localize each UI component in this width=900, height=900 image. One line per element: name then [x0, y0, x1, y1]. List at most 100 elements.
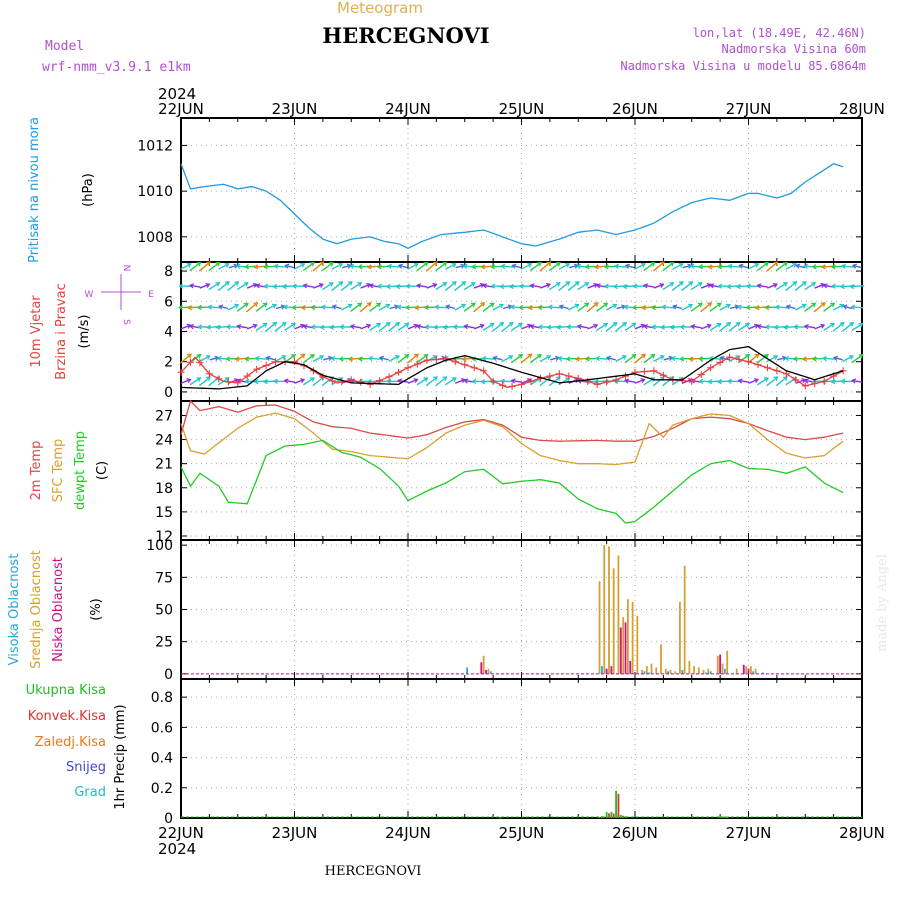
wind-arrow-head — [302, 323, 308, 330]
wind-arrow — [785, 263, 797, 270]
wind-arrow-head — [803, 263, 809, 269]
wind-arrow-head — [784, 355, 790, 362]
wind-arrow-head — [518, 354, 524, 359]
wind-arrow-head — [442, 376, 448, 381]
wind-arrow-head — [423, 377, 429, 382]
clouds-ytick-label: 25 — [155, 635, 173, 651]
wind-arrow-head — [189, 283, 195, 289]
wind-arrow — [850, 284, 865, 288]
wind-arrow — [663, 356, 673, 361]
wind-arrow — [511, 379, 522, 383]
pressure-ytick-label: 1010 — [137, 184, 173, 200]
wind-arrow-head — [640, 378, 646, 384]
wind-arrow — [558, 281, 570, 292]
wind-arrow — [709, 322, 722, 331]
wind-arrow — [350, 325, 362, 329]
wind-arrow-head — [508, 321, 514, 327]
wind-arrow-head — [774, 304, 780, 310]
wind-arrow-head — [566, 324, 571, 330]
wind-arrow-head — [830, 302, 836, 308]
wind-arrow-head — [480, 264, 486, 270]
wind-arrow — [823, 302, 835, 312]
wind-arrow-head — [698, 356, 704, 362]
wind-arrow-head — [764, 324, 770, 330]
wind-arrow-head — [716, 322, 722, 328]
wind-arrow-head — [262, 302, 268, 308]
wind-arrow — [236, 302, 249, 312]
wind-arrow-head — [405, 283, 411, 289]
wind-arrow — [728, 322, 741, 332]
wind-arrow — [255, 302, 268, 312]
time-axes: 22JUN 22JUN 23JUN 23JUN 24JUN 24JUN 25JUN 25JUN… — [158, 100, 885, 842]
wind-arrow-head — [499, 378, 505, 384]
wind-arrow — [455, 264, 465, 269]
wind-arrow — [852, 264, 862, 269]
wind-arrow — [625, 264, 635, 269]
wind-arrow — [302, 354, 315, 364]
wind-arrow-head — [839, 283, 845, 290]
wind-arrow — [275, 305, 285, 310]
wind-arrow-head — [849, 321, 855, 327]
wind-arrow — [672, 263, 683, 270]
wind-arrow-head — [338, 262, 344, 268]
wind-arrow-head — [725, 303, 731, 309]
wind-arrow-head — [640, 262, 646, 268]
clouds-bar — [749, 666, 752, 674]
clouds-bar — [489, 671, 492, 674]
wind-arrow-head — [423, 261, 429, 267]
wind-arrow-head — [641, 305, 647, 311]
wind-arrow — [662, 306, 674, 309]
temperature-ytick-label: 18 — [155, 481, 173, 497]
clouds-bar — [319, 673, 322, 675]
wind-arrow-head — [643, 283, 649, 289]
clouds-bar — [681, 669, 684, 674]
wind-arrow — [548, 306, 561, 309]
wind-arrow-head — [603, 283, 609, 289]
temperature-series-2-line — [180, 439, 844, 524]
wind-arrow-head — [318, 282, 324, 288]
wind-arrow — [720, 356, 730, 361]
wind-arrow-head — [830, 322, 836, 328]
wind-arrow — [407, 263, 419, 270]
clouds-ylabel-1: Srednja Oblacnost — [29, 550, 44, 669]
wind-arrow-head — [302, 283, 308, 289]
wind-arrow — [482, 302, 495, 312]
wind-arrow — [738, 379, 749, 383]
wind-arrow-head — [490, 264, 495, 270]
wind-arrow-head — [376, 283, 382, 289]
wind-arrow — [313, 283, 324, 289]
wind-arrow — [321, 306, 334, 309]
wind-arrow-head — [717, 264, 722, 270]
wind-arrow — [473, 302, 485, 313]
wind-arrow-head — [753, 378, 760, 384]
wind-arrow-head — [196, 354, 202, 359]
wind-arrow — [624, 322, 636, 331]
wind-arrow — [851, 322, 863, 331]
clouds-bar — [735, 668, 738, 674]
wind-arrow — [852, 379, 863, 383]
wind-arrow-head — [284, 263, 290, 269]
wind-arrow-head — [338, 281, 344, 286]
wind-arrow — [700, 324, 711, 330]
wind-arrow — [842, 265, 854, 268]
wind-arrow — [379, 356, 389, 361]
wind-arrow-head — [224, 377, 230, 382]
wind-arrow-head — [527, 305, 533, 311]
wind-arrow — [321, 261, 334, 272]
wind-arrow-head — [462, 263, 468, 269]
wind-arrow-head — [593, 282, 599, 288]
wind-arrow-head — [643, 323, 649, 330]
wind-arrow-head — [378, 355, 385, 361]
wind-arrow — [662, 282, 674, 291]
x-tick-top-23jun: 23JUN — [272, 100, 318, 118]
wind-arrow-head — [386, 263, 392, 269]
wind-arrow-head — [376, 264, 382, 270]
wind-arrow — [833, 356, 843, 361]
clouds-bar — [747, 668, 750, 674]
wind-arrow-head — [291, 304, 297, 311]
wind-arrow-head — [624, 378, 630, 384]
wind-arrow — [302, 261, 315, 272]
wind-arrow — [416, 354, 428, 364]
wind-arrow-head — [320, 304, 326, 310]
clouds-bar — [480, 662, 483, 674]
